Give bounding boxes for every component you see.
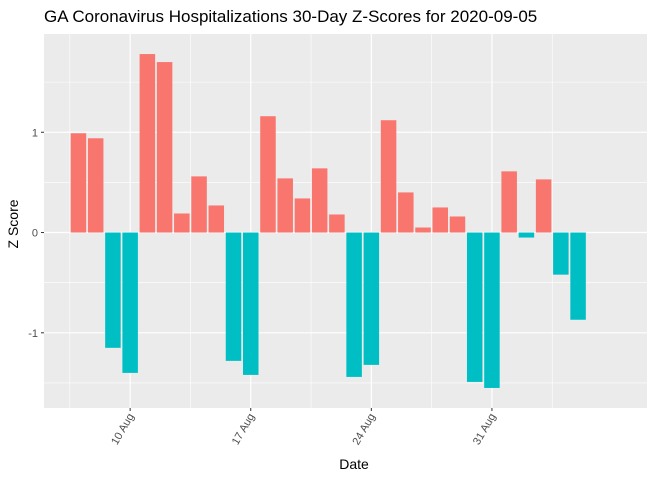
y-axis-label: Z Score bbox=[5, 199, 21, 248]
bar bbox=[570, 233, 586, 320]
x-tick-label: 10 Aug bbox=[109, 412, 137, 448]
bar bbox=[536, 179, 552, 232]
bar bbox=[157, 62, 173, 232]
bar bbox=[260, 116, 276, 232]
bar bbox=[243, 233, 259, 375]
bar bbox=[519, 233, 535, 238]
x-axis-label: Date bbox=[339, 456, 369, 472]
bar bbox=[433, 207, 449, 232]
bar bbox=[71, 133, 87, 232]
bar bbox=[346, 233, 362, 377]
y-tick-label: -1 bbox=[28, 328, 38, 340]
bar bbox=[467, 233, 483, 382]
bar bbox=[381, 120, 397, 232]
x-axis: 10 Aug 17 Aug 24 Aug 31 Aug bbox=[109, 408, 498, 447]
z-score-chart: GA Coronavirus Hospitalizations 30-Day Z… bbox=[0, 0, 672, 480]
y-tick-label: 1 bbox=[32, 127, 38, 139]
chart-title: GA Coronavirus Hospitalizations 30-Day Z… bbox=[44, 7, 537, 26]
bar bbox=[191, 176, 207, 232]
bar bbox=[553, 233, 569, 275]
bar bbox=[174, 213, 190, 232]
bar bbox=[398, 192, 414, 232]
x-tick-label: 31 Aug bbox=[471, 412, 499, 448]
bar bbox=[277, 178, 293, 232]
bar bbox=[88, 138, 104, 232]
bar bbox=[226, 233, 242, 361]
x-tick-label: 24 Aug bbox=[350, 412, 378, 448]
bar bbox=[295, 198, 311, 232]
y-axis: 1 0 -1 bbox=[28, 127, 44, 340]
bar bbox=[209, 205, 225, 232]
bar bbox=[122, 233, 138, 373]
bar bbox=[312, 168, 328, 232]
bar bbox=[484, 233, 500, 388]
bar bbox=[501, 171, 517, 232]
x-tick-label: 17 Aug bbox=[230, 412, 258, 448]
bar bbox=[415, 228, 431, 233]
bar bbox=[329, 214, 345, 232]
bar bbox=[105, 233, 121, 348]
y-tick-label: 0 bbox=[32, 228, 38, 240]
bar bbox=[140, 54, 156, 232]
bar bbox=[450, 216, 466, 232]
bar bbox=[364, 233, 380, 365]
